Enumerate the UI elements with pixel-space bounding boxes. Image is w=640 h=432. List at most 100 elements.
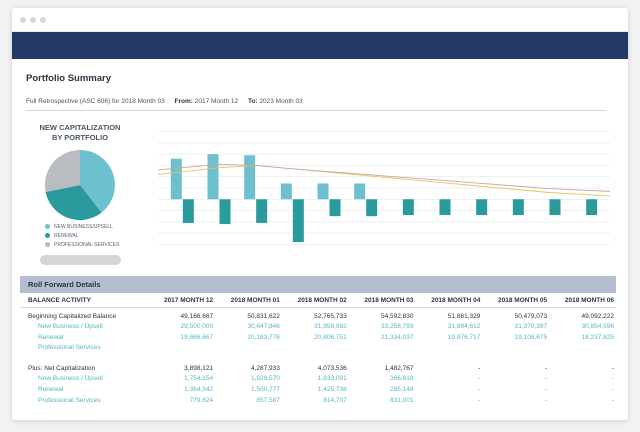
bar-new-capitalization[interactable] bbox=[280, 183, 292, 200]
table-cell bbox=[416, 343, 483, 354]
table-cell bbox=[549, 343, 616, 354]
table-cell: 3,898,121 bbox=[184, 364, 214, 372]
table-row: New Business / Upsell 1,754,154 1,929,570 1… bbox=[20, 373, 616, 384]
column-header-period: 2018 MONTH 03 bbox=[348, 294, 416, 308]
column-header-period: 2018 MONTH 01 bbox=[215, 294, 282, 308]
table-cell bbox=[349, 343, 416, 354]
table-cell: 31,370,397 bbox=[514, 322, 548, 330]
balance-trend-line bbox=[158, 165, 610, 197]
legend-label: PROFESSIONAL SERVICES bbox=[54, 241, 120, 248]
filter-method: Full Retrospective (ASC 606) for 2018 Mo… bbox=[26, 98, 165, 105]
bar-amortization[interactable] bbox=[329, 199, 341, 217]
table-cell: - bbox=[478, 396, 481, 404]
table-cell: 779,624 bbox=[189, 396, 214, 404]
row-sub-label[interactable]: Professional Services bbox=[38, 396, 101, 404]
bar-new-capitalization[interactable] bbox=[317, 183, 329, 200]
column-header-period: 2018 MONTH 02 bbox=[281, 294, 349, 308]
row-sub-label[interactable]: Renewal bbox=[38, 386, 64, 394]
table-cell: 31,958,982 bbox=[314, 322, 347, 330]
row-sub-label[interactable]: Renewal bbox=[38, 333, 64, 341]
table-cell: 54,592,830 bbox=[380, 312, 414, 320]
row-sub-label[interactable]: New Business / Upsell bbox=[38, 375, 103, 383]
filter-to-value[interactable]: 2023 Month 03 bbox=[259, 98, 303, 105]
bar-amortization[interactable] bbox=[219, 199, 231, 225]
legend-swatch bbox=[45, 224, 50, 229]
table-row: New Business / Upsell 29,500,000 30,647,84… bbox=[20, 321, 616, 332]
table-cell: 19,666,667 bbox=[180, 333, 214, 341]
window-zoom-dot[interactable] bbox=[40, 17, 46, 23]
column-header-period: 2018 MONTH 06 bbox=[549, 294, 616, 308]
table-cell: 33,258,793 bbox=[380, 322, 414, 330]
window-close-dot[interactable] bbox=[20, 17, 26, 23]
table-cell: 857,587 bbox=[256, 396, 280, 404]
table-cell: 285,148 bbox=[390, 386, 414, 394]
table-cell bbox=[282, 343, 349, 354]
pie-legend: NEW BUSINESS/UPSELL RENEWAL PROFESSIONAL… bbox=[45, 222, 119, 249]
table-cell: 21,334,037 bbox=[380, 333, 414, 341]
legend-item: RENEWAL bbox=[45, 231, 119, 240]
table-cell: 831,001 bbox=[390, 396, 414, 404]
bar-new-capitalization[interactable] bbox=[207, 154, 219, 200]
column-header-period: 2017 MONTH 12 bbox=[148, 294, 216, 308]
column-header-period: 2018 MONTH 04 bbox=[415, 294, 483, 308]
bar-amortization[interactable] bbox=[439, 199, 451, 216]
filter-from-value[interactable]: 2017 Month 12 bbox=[194, 98, 239, 105]
table-cell: 1,833,091 bbox=[317, 375, 347, 383]
table-cell: 50,479,073 bbox=[514, 312, 548, 320]
bar-new-capitalization[interactable] bbox=[244, 155, 256, 200]
portfolio-pie-chart[interactable] bbox=[43, 148, 117, 222]
table-cell: - bbox=[544, 375, 548, 383]
table-cell: 52,765,733 bbox=[314, 312, 347, 320]
table-cell: - bbox=[611, 364, 614, 372]
window-titlebar bbox=[12, 8, 628, 32]
table-cell: 31,884,612 bbox=[447, 322, 481, 330]
row-sub-label[interactable]: New Business / Upsell bbox=[38, 322, 103, 330]
table-cell: 1,364,342 bbox=[184, 386, 214, 394]
bar-new-capitalization[interactable] bbox=[170, 158, 182, 200]
table-cell: 1,482,767 bbox=[384, 364, 414, 372]
bar-amortization[interactable] bbox=[512, 199, 524, 216]
table-cell: 51,861,329 bbox=[447, 312, 481, 320]
legend-item: NEW BUSINESS/UPSELL bbox=[45, 222, 119, 231]
table-cell: - bbox=[478, 364, 481, 372]
table-cell: 366,618 bbox=[390, 375, 414, 383]
table-cell: 1,500,777 bbox=[250, 386, 280, 394]
bar-amortization[interactable] bbox=[586, 199, 598, 216]
table-cell: 18,237,625 bbox=[581, 333, 614, 341]
pie-slice-professional-services[interactable] bbox=[44, 149, 80, 192]
bar-amortization[interactable] bbox=[476, 199, 488, 216]
row-sub-label[interactable]: Professional Services bbox=[38, 344, 101, 352]
table-cell: - bbox=[544, 386, 548, 394]
table-row: Professional Services bbox=[20, 343, 616, 354]
bar-amortization[interactable] bbox=[256, 199, 268, 223]
table-cell: 4,073,536 bbox=[317, 364, 347, 372]
column-header-activity: BALANCE ACTIVITY bbox=[20, 294, 149, 308]
bar-amortization[interactable] bbox=[182, 199, 194, 223]
filter-to-label: To: bbox=[247, 98, 258, 105]
bar-amortization[interactable] bbox=[292, 199, 304, 243]
pie-scroll-bar[interactable] bbox=[40, 255, 121, 265]
bar-new-capitalization[interactable] bbox=[354, 183, 366, 200]
legend-swatch bbox=[45, 233, 50, 238]
table-row: Renewal 19,666,667 20,183,776 20,806,751 21,… bbox=[20, 332, 616, 343]
app-window: Portfolio Summary Full Retrospective (AS… bbox=[12, 8, 628, 420]
pie-slice-new-business[interactable] bbox=[80, 150, 115, 213]
pie-slice-renewal[interactable] bbox=[45, 185, 102, 221]
table-cell: 19,108,675 bbox=[514, 333, 548, 341]
table-cell: 1,754,154 bbox=[184, 375, 214, 383]
window-minimize-dot[interactable] bbox=[30, 17, 36, 23]
table-cell: 1,929,570 bbox=[250, 375, 280, 383]
divider bbox=[26, 110, 606, 111]
table-row: Beginning Capitalized Balance 49,166,667 5… bbox=[20, 307, 616, 321]
bar-amortization[interactable] bbox=[366, 199, 378, 217]
table-cell: - bbox=[478, 386, 481, 394]
bar-amortization[interactable] bbox=[402, 199, 414, 216]
table-header-row: BALANCE ACTIVITY 2017 MONTH 12 2018 MONTH … bbox=[20, 294, 616, 308]
table-row: Plus: Net Capitalization 3,898,121 4,287,9… bbox=[20, 359, 616, 373]
pie-title-line2: BY PORTFOLIO bbox=[51, 133, 109, 142]
filter-from-label: From: bbox=[174, 98, 193, 105]
table-cell: 19,976,717 bbox=[447, 333, 481, 341]
bar-amortization[interactable] bbox=[549, 199, 561, 216]
table-row: Renewal 1,364,342 1,500,777 1,425,738 285,14… bbox=[20, 384, 616, 395]
table-cell: 1,425,738 bbox=[317, 386, 347, 394]
